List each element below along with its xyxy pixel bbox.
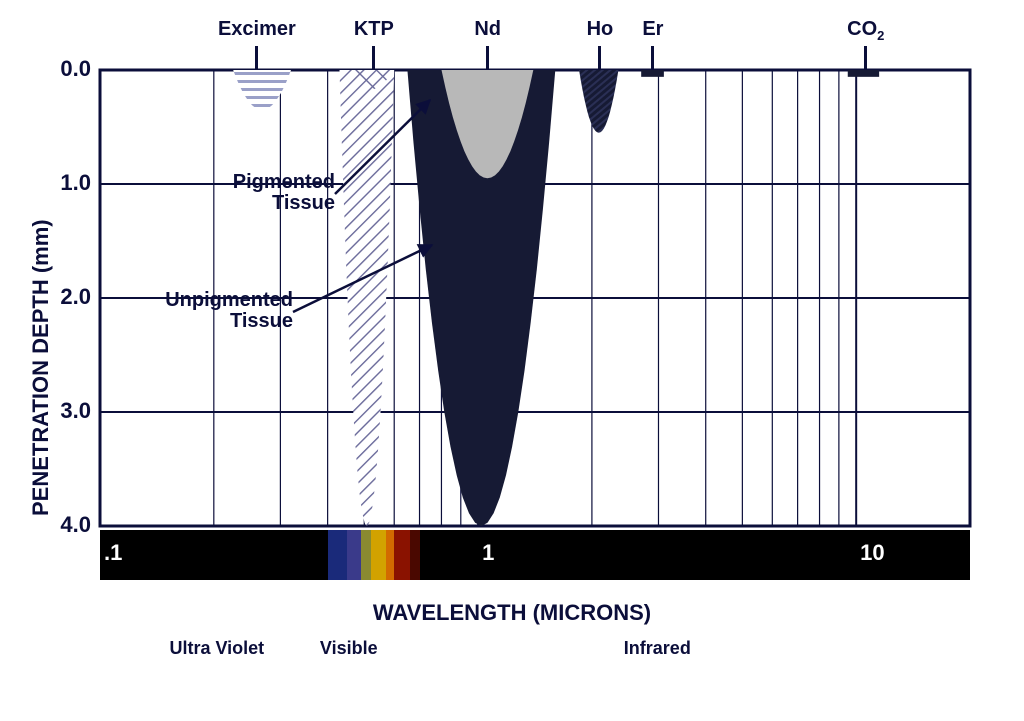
- spectrum-segment: [361, 530, 371, 580]
- spectrum-segment: [410, 530, 420, 580]
- spectrum-segment: [371, 530, 386, 580]
- laser-label: CO2: [816, 18, 916, 43]
- laser-label: Er: [603, 18, 703, 41]
- x-tick-label: 10: [860, 540, 884, 566]
- laser-tick: [651, 46, 654, 70]
- y-tick-label: 1.0: [45, 170, 91, 196]
- laser-label: KTP: [324, 18, 424, 41]
- x-tick-label: .1: [104, 540, 122, 566]
- y-tick-label: 0.0: [45, 56, 91, 82]
- laser-tick: [864, 46, 867, 70]
- spectrum-segment: [386, 530, 394, 580]
- spectrum-segment: [328, 530, 347, 580]
- spectrum-region-label: Ultra Violet: [169, 638, 329, 659]
- penetration-depth-chart: 0.01.02.03.04.0PENETRATION DEPTH (mm)Exc…: [0, 0, 1024, 721]
- spectrum-segment: [420, 530, 970, 580]
- spectrum-region-label: Infrared: [624, 638, 784, 659]
- laser-tick: [598, 46, 601, 70]
- laser-tick: [486, 46, 489, 70]
- laser-label: Nd: [438, 18, 538, 41]
- spectrum-segment: [394, 530, 410, 580]
- spectrum-bar: [100, 530, 970, 580]
- x-axis-title: WAVELENGTH (MICRONS): [0, 600, 1024, 626]
- laser-tick: [255, 46, 258, 70]
- annotation-label: PigmentedTissue: [175, 172, 335, 214]
- x-tick-label: 1: [482, 540, 494, 566]
- annotation-label: UnpigmentedTissue: [133, 290, 293, 332]
- laser-tick: [372, 46, 375, 70]
- spectrum-segment: [347, 530, 361, 580]
- y-axis-title: PENETRATION DEPTH (mm): [28, 219, 54, 516]
- spectrum-segment: [100, 530, 328, 580]
- laser-label: Excimer: [207, 18, 307, 41]
- spectrum-region-label: Visible: [320, 638, 480, 659]
